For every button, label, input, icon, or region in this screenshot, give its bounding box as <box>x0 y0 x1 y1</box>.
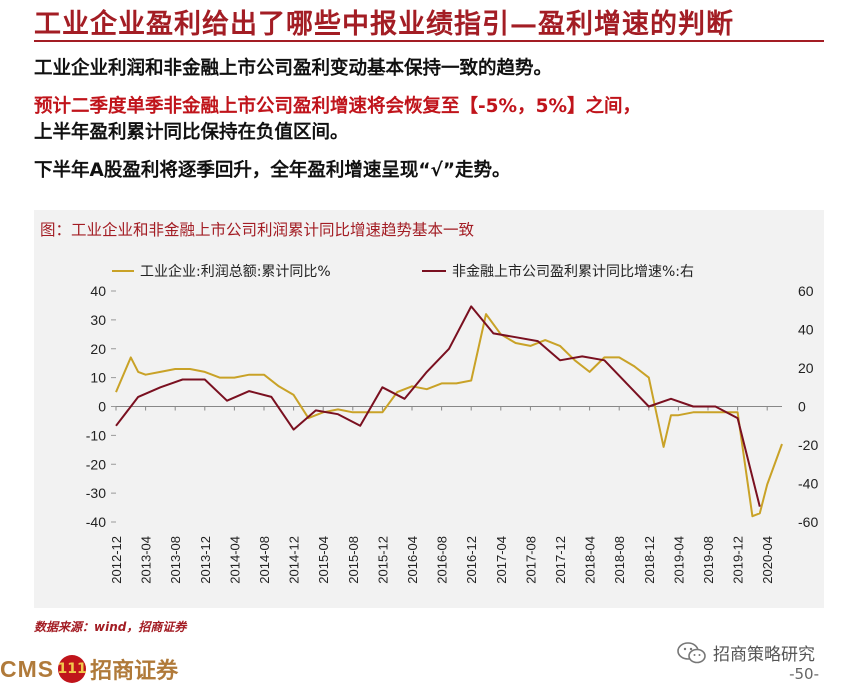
wechat-account: 招商策略研究 <box>677 640 815 665</box>
left-tick-label: -30 <box>86 485 106 501</box>
legend-label-industrial: 工业企业:利润总额:累计同比% <box>140 263 331 280</box>
right-tick-label: -20 <box>798 437 818 453</box>
left-tick-label: 30 <box>90 312 106 328</box>
right-tick-label: 60 <box>798 283 814 299</box>
left-tick-label: 20 <box>90 341 106 357</box>
right-tick-label: 20 <box>798 360 814 376</box>
chart-title: 图：工业企业和非金融上市公司利润累计同比增速趋势基本一致 <box>40 221 475 239</box>
x-tick-label: 2013-12 <box>198 536 213 584</box>
series-line-industrial <box>115 313 783 518</box>
x-tick-label: 2019-04 <box>671 536 686 584</box>
x-tick-label: 2012-12 <box>109 536 124 584</box>
x-tick-label: 2015-08 <box>346 536 361 584</box>
logo-cn-text: 招商证券 <box>90 658 179 684</box>
page-number: -50- <box>789 665 819 683</box>
x-tick-label: 2017-08 <box>523 536 538 584</box>
x-tick-label: 2015-04 <box>316 536 331 584</box>
bullet-1: 工业企业利润和非金融上市公司盈利变动基本保持一致的趋势。 <box>34 58 553 79</box>
x-tick-label: 2013-08 <box>168 536 183 584</box>
left-tick-label: 0 <box>98 399 106 415</box>
x-tick-label: 2019-12 <box>731 536 746 584</box>
wechat-label: 招商策略研究 <box>713 645 815 665</box>
x-tick-label: 2014-08 <box>257 536 272 584</box>
x-tick-label: 2018-04 <box>583 536 598 584</box>
x-tick-label: 2015-12 <box>375 536 390 584</box>
x-tick-label: 2016-04 <box>405 536 420 584</box>
x-tick-label: 2013-04 <box>139 536 154 584</box>
right-tick-label: 40 <box>798 322 814 338</box>
bullet-3: 下半年A股盈利将逐季回升，全年盈利增速呈现“√”走势。 <box>34 160 511 181</box>
page-title: 工业企业盈利给出了哪些中报业绩指引—盈利增速的判断 <box>34 9 734 40</box>
logo-cms-text: CMS <box>0 655 55 682</box>
right-tick-label: -40 <box>798 476 818 492</box>
cms-logo: CMS 111 招商证券 <box>0 652 178 686</box>
bullet-2-highlight: 预计二季度单季非金融上市公司盈利增速将会恢复至【-5%，5%】之间， <box>34 96 641 117</box>
bullet-2-continuation: 上半年盈利累计同比保持在负值区间。 <box>34 122 349 143</box>
left-tick-label: -10 <box>86 427 106 443</box>
left-tick-label: 40 <box>90 283 106 299</box>
x-tick-label: 2016-12 <box>464 536 479 584</box>
x-tick-label: 2020-04 <box>760 536 775 584</box>
title-divider <box>34 40 824 42</box>
right-tick-label: 0 <box>798 399 806 415</box>
chart-panel <box>34 210 824 608</box>
x-tick-label: 2016-08 <box>435 536 450 584</box>
left-tick-label: 10 <box>90 370 106 386</box>
x-tick-label: 2014-04 <box>227 536 242 584</box>
x-tick-label: 2014-12 <box>287 536 302 584</box>
series-line-nonfinancial <box>115 305 761 507</box>
x-tick-label: 2019-08 <box>701 536 716 584</box>
x-tick-label: 2017-12 <box>553 536 568 584</box>
data-source: 数据来源：wind，招商证券 <box>34 620 187 634</box>
left-tick-label: -40 <box>86 514 106 530</box>
legend-label-nonfinancial: 非金融上市公司盈利累计同比增速%:右 <box>452 263 694 280</box>
x-tick-label: 2018-08 <box>612 536 627 584</box>
x-tick-label: 2018-12 <box>642 536 657 584</box>
wechat-icon <box>677 641 706 663</box>
x-tick-label: 2017-04 <box>494 536 509 584</box>
left-tick-label: -20 <box>86 456 106 472</box>
right-tick-label: -60 <box>798 514 818 530</box>
logo-coin-icon: 111 <box>58 655 87 683</box>
